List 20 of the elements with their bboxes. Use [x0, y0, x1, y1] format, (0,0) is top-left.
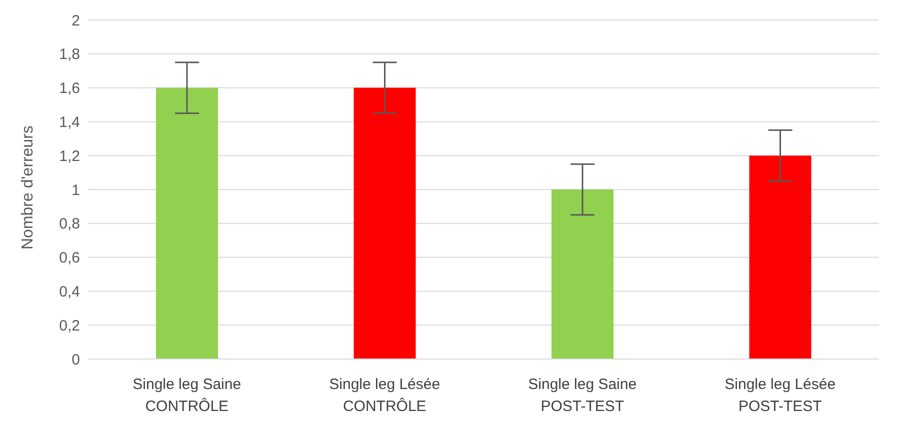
y-tick-label: 1,2	[59, 148, 80, 165]
y-tick-label: 0	[72, 351, 80, 368]
y-tick-label: 1,6	[59, 80, 80, 98]
x-tick-label: Single leg Saine CONTRÔLE	[132, 376, 242, 415]
y-tick-label: 0,6	[59, 250, 80, 267]
y-tick-label: 0,8	[59, 216, 80, 233]
x-tick-label: Single leg Lésée POST-TEST	[724, 376, 836, 415]
y-tick-label: 0,4	[59, 284, 80, 301]
y-tick-label: 1,4	[59, 114, 80, 132]
y-tick-label: 1	[72, 182, 80, 199]
bar	[552, 190, 614, 359]
bar	[156, 88, 218, 359]
y-tick-label: 2	[72, 12, 80, 30]
y-tick-label: 1,8	[59, 46, 80, 64]
x-tick-label: Single leg Saine POST-TEST	[528, 376, 637, 415]
bar	[749, 156, 812, 359]
y-axis-title: Nombre d'erreurs	[20, 126, 37, 250]
bar	[354, 88, 416, 359]
x-tick-label: Single leg Lésée CONTRÔLE	[329, 376, 440, 415]
y-tick-label: 0,2	[59, 317, 80, 334]
